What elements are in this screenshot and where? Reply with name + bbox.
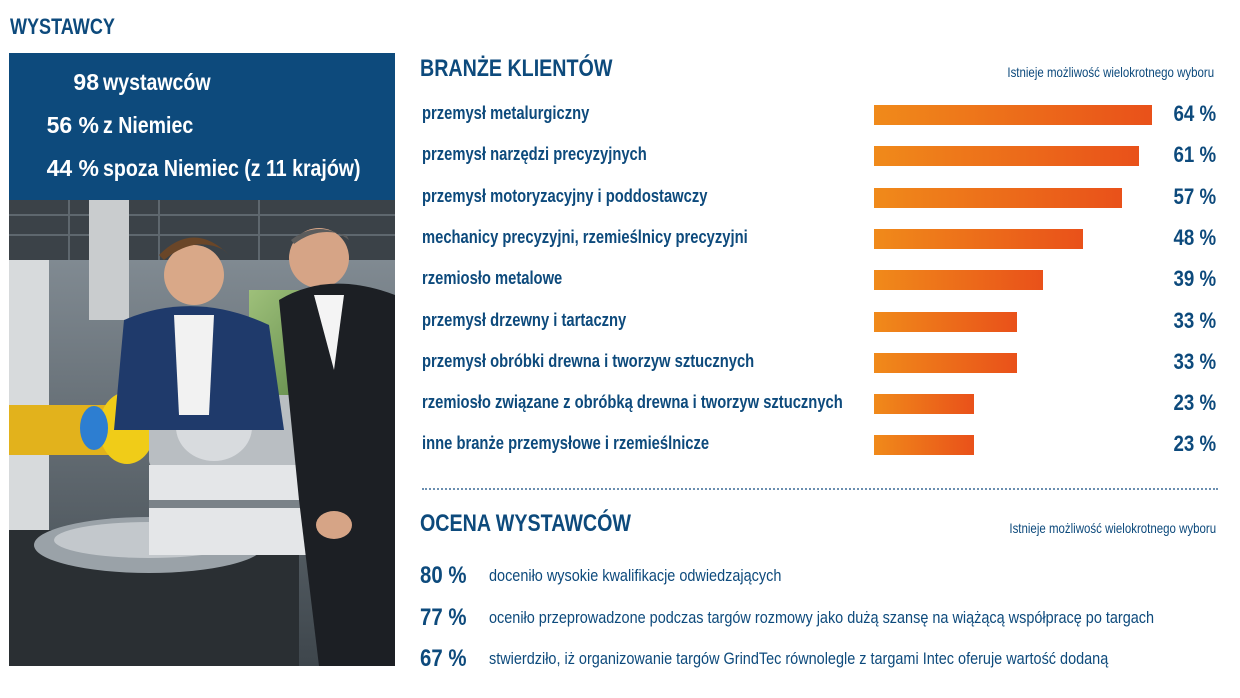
bar: [874, 270, 1044, 291]
category-label: mechanicy precyzyjni, rzemieślnicy precy…: [422, 226, 748, 247]
rating-pct: 80 %: [420, 562, 467, 589]
category-label: przemysł obróbki drewna i tworzyw sztucz…: [422, 350, 755, 371]
rating-text: stwierdziło, iż organizowanie targów Gri…: [489, 649, 1109, 668]
exhibitor-ratings-title: OCENA WYSTAWCÓW: [420, 510, 631, 537]
value-label: 39 %: [1173, 266, 1216, 292]
rating-pct: 77 %: [420, 604, 467, 631]
value-label: 61 %: [1173, 142, 1216, 168]
value-label: 64 %: [1173, 101, 1216, 126]
rating-pct: 67 %: [420, 645, 467, 672]
value-label: 23 %: [1173, 390, 1216, 416]
client-industries-title: BRANŻE KLIENTÓW: [420, 55, 613, 82]
category-label: przemysł drzewny i tartaczny: [422, 309, 627, 330]
value-label: 23 %: [1173, 431, 1216, 457]
stat-value: 44 %: [46, 155, 99, 181]
category-label: przemysł narzędzi precyzyjnych: [422, 144, 647, 165]
bar: [874, 105, 1152, 125]
bar: [874, 187, 1122, 208]
bar: [874, 352, 1018, 373]
exhibitor-ratings-note: Istnieje możliwość wielokrotnego wyboru: [1009, 520, 1216, 536]
category-label: przemysł motoryzacyjny i poddostawczy: [422, 185, 708, 206]
bar: [874, 228, 1083, 249]
value-label: 48 %: [1173, 224, 1216, 250]
value-label: 57 %: [1173, 183, 1216, 209]
rating-text: doceniło wysokie kwalifikacje odwiedzają…: [489, 566, 782, 585]
category-label: przemysł metalurgiczny: [422, 103, 590, 123]
bar: [874, 394, 974, 415]
category-label: inne branże przemysłowe i rzemieślnicze: [422, 433, 710, 454]
value-label: 33 %: [1173, 307, 1216, 333]
stat-value: 98: [73, 69, 99, 95]
category-label: rzemiosło metalowe: [422, 268, 563, 289]
stat-value: 56 %: [46, 112, 99, 138]
bar: [874, 435, 974, 456]
exhibitor-stats-box: 98 wystawców 56 % z Niemiec 44 % spoza N…: [9, 53, 395, 200]
exhibitors-title: WYSTAWCY: [10, 14, 115, 39]
stat-label: z Niemiec: [103, 112, 194, 138]
bar: [874, 146, 1139, 167]
section-divider: [422, 488, 1218, 490]
trade-fair-photo: [9, 200, 395, 666]
stat-label: wystawców: [103, 69, 211, 95]
value-label: 33 %: [1173, 348, 1216, 374]
bar: [874, 311, 1018, 332]
rating-text: oceniło przeprowadzone podczas targów ro…: [489, 608, 1155, 627]
client-industries-note: Istnieje możliwość wielokrotnego wyboru: [1007, 64, 1214, 80]
stat-label: spoza Niemiec (z 11 krajów): [103, 155, 361, 181]
category-label: rzemiosło związane z obróbką drewna i tw…: [422, 392, 843, 413]
